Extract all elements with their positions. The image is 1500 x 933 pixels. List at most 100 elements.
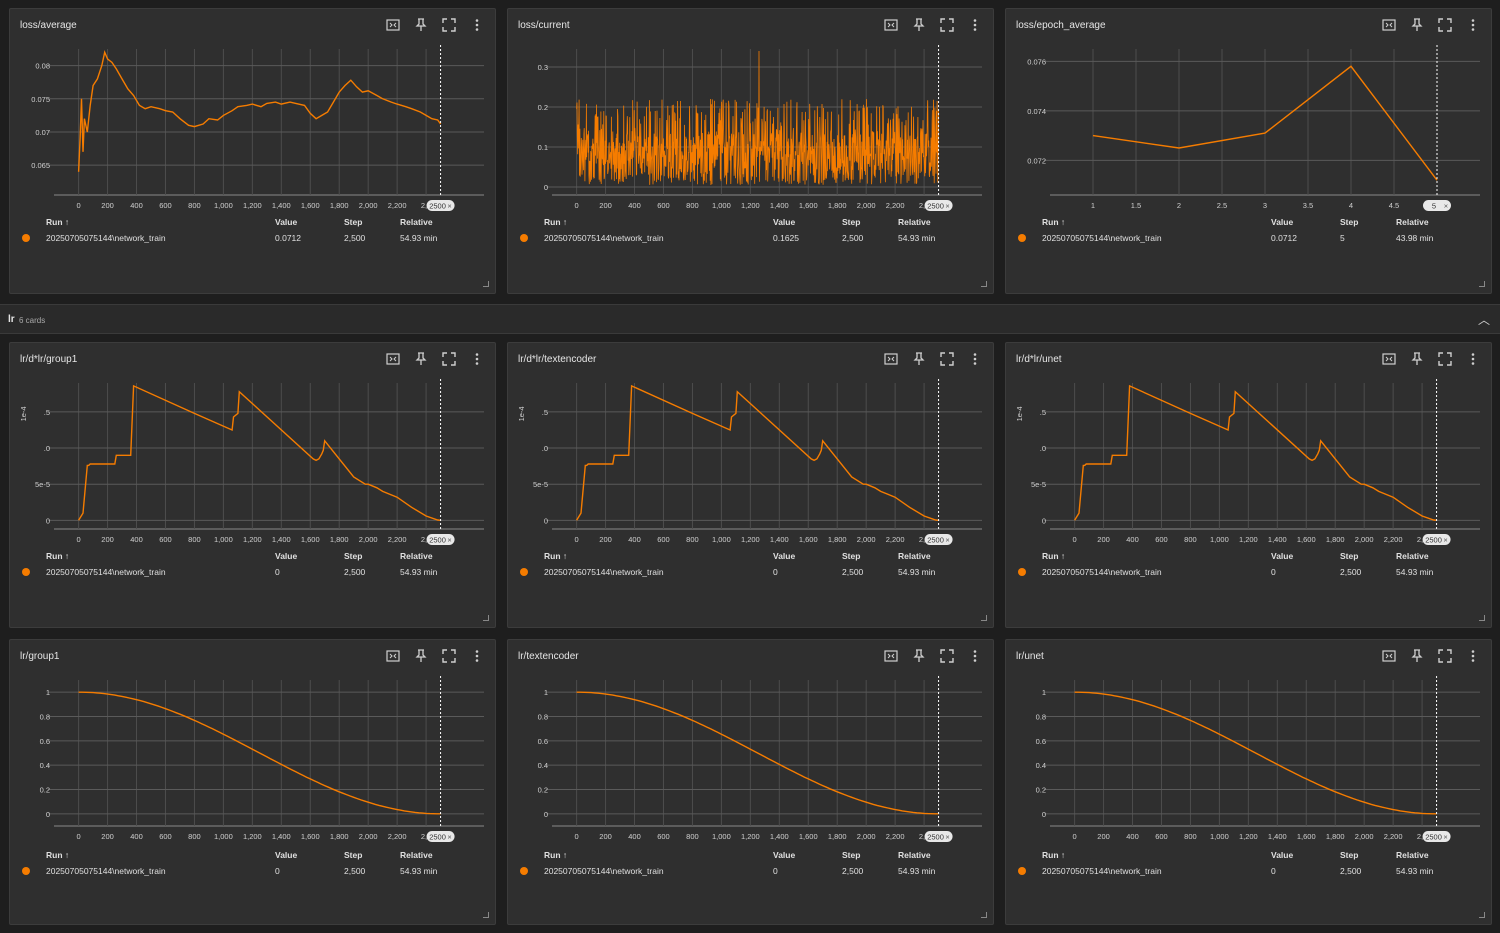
run-color-dot[interactable] — [22, 867, 30, 875]
resize-handle[interactable] — [483, 912, 489, 918]
chart-loss-average[interactable]: 0 200 400 600 800 1,000 1,200 1,400 1,600 1,800 2,… — [10, 39, 497, 219]
more-vert-icon[interactable] — [967, 351, 983, 367]
resize-handle[interactable] — [1479, 615, 1485, 621]
pin-icon[interactable] — [1409, 648, 1425, 664]
fullscreen-icon[interactable] — [1437, 351, 1453, 367]
chart-lr-group1[interactable]: 0 200 400 600 800 1,000 1,200 1,400 1,600 1,800 2,… — [10, 670, 497, 850]
col-value[interactable]: Value — [275, 551, 298, 561]
col-step[interactable]: Step — [1340, 217, 1359, 227]
col-run[interactable]: Run ↑ — [544, 850, 568, 860]
fullscreen-icon[interactable] — [1437, 648, 1453, 664]
col-step[interactable]: Step — [842, 217, 861, 227]
chart-lr-d-lr-textencoder[interactable]: 0 200 400 600 800 1,000 1,200 1,400 1,600 1,800 2,… — [508, 373, 995, 553]
col-run[interactable]: Run ↑ — [1042, 217, 1066, 227]
fullscreen-icon[interactable] — [441, 648, 457, 664]
more-vert-icon[interactable] — [469, 17, 485, 33]
more-vert-icon[interactable] — [1465, 648, 1481, 664]
resize-handle[interactable] — [981, 281, 987, 287]
more-vert-icon[interactable] — [967, 17, 983, 33]
col-step[interactable]: Step — [344, 217, 363, 227]
col-value[interactable]: Value — [773, 551, 796, 561]
col-value[interactable]: Value — [1271, 551, 1294, 561]
more-vert-icon[interactable] — [1465, 351, 1481, 367]
col-step[interactable]: Step — [344, 551, 363, 561]
run-color-dot[interactable] — [22, 234, 30, 242]
run-color-dot[interactable] — [520, 568, 528, 576]
col-step[interactable]: Step — [344, 850, 363, 860]
resize-handle[interactable] — [1479, 281, 1485, 287]
run-color-dot[interactable] — [1018, 867, 1026, 875]
col-step[interactable]: Step — [1340, 551, 1359, 561]
section-header-lr[interactable]: lr 6 cards ︿ — [0, 304, 1500, 334]
fullscreen-icon[interactable] — [1437, 17, 1453, 33]
col-relative[interactable]: Relative — [400, 850, 433, 860]
run-color-dot[interactable] — [1018, 568, 1026, 576]
col-value[interactable]: Value — [275, 850, 298, 860]
fullscreen-icon[interactable] — [939, 17, 955, 33]
pin-icon[interactable] — [911, 648, 927, 664]
col-value[interactable]: Value — [773, 850, 796, 860]
chart-lr-textencoder[interactable]: 0 200 400 600 800 1,000 1,200 1,400 1,600 1,800 2,… — [508, 670, 995, 850]
fullscreen-icon[interactable] — [939, 351, 955, 367]
col-value[interactable]: Value — [275, 217, 298, 227]
fit-domain-icon[interactable] — [385, 648, 401, 664]
fit-domain-icon[interactable] — [385, 17, 401, 33]
col-run[interactable]: Run ↑ — [46, 850, 70, 860]
resize-handle[interactable] — [981, 912, 987, 918]
more-vert-icon[interactable] — [469, 648, 485, 664]
pin-icon[interactable] — [1409, 351, 1425, 367]
fit-domain-icon[interactable] — [1381, 648, 1397, 664]
more-vert-icon[interactable] — [967, 648, 983, 664]
pin-icon[interactable] — [911, 17, 927, 33]
run-color-dot[interactable] — [520, 234, 528, 242]
chart-lr-d-lr-group1[interactable]: 0 200 400 600 800 1,000 1,200 1,400 1,600 1,800 2,… — [10, 373, 497, 553]
col-relative[interactable]: Relative — [898, 217, 931, 227]
col-relative[interactable]: Relative — [1396, 551, 1429, 561]
resize-handle[interactable] — [483, 615, 489, 621]
col-value[interactable]: Value — [1271, 850, 1294, 860]
pin-icon[interactable] — [413, 17, 429, 33]
run-color-dot[interactable] — [1018, 234, 1026, 242]
fit-domain-icon[interactable] — [385, 351, 401, 367]
fullscreen-icon[interactable] — [441, 17, 457, 33]
more-vert-icon[interactable] — [1465, 17, 1481, 33]
col-relative[interactable]: Relative — [898, 850, 931, 860]
col-run[interactable]: Run ↑ — [1042, 850, 1066, 860]
pin-icon[interactable] — [413, 648, 429, 664]
col-relative[interactable]: Relative — [1396, 217, 1429, 227]
pin-icon[interactable] — [911, 351, 927, 367]
chart-loss-current[interactable]: 0 200 400 600 800 1,000 1,200 1,400 1,600 1,800 2,… — [508, 39, 995, 219]
pin-icon[interactable] — [1409, 17, 1425, 33]
fit-domain-icon[interactable] — [883, 351, 899, 367]
resize-handle[interactable] — [1479, 912, 1485, 918]
col-relative[interactable]: Relative — [898, 551, 931, 561]
resize-handle[interactable] — [981, 615, 987, 621]
col-run[interactable]: Run ↑ — [46, 217, 70, 227]
col-relative[interactable]: Relative — [1396, 850, 1429, 860]
run-color-dot[interactable] — [520, 867, 528, 875]
fit-domain-icon[interactable] — [883, 648, 899, 664]
fullscreen-icon[interactable] — [939, 648, 955, 664]
fit-domain-icon[interactable] — [1381, 351, 1397, 367]
more-vert-icon[interactable] — [469, 351, 485, 367]
fit-domain-icon[interactable] — [1381, 17, 1397, 33]
col-run[interactable]: Run ↑ — [544, 551, 568, 561]
col-relative[interactable]: Relative — [400, 551, 433, 561]
chart-lr-d-lr-unet[interactable]: 0 200 400 600 800 1,000 1,200 1,400 1,600 1,800 2,… — [1006, 373, 1493, 553]
col-run[interactable]: Run ↑ — [46, 551, 70, 561]
col-step[interactable]: Step — [1340, 850, 1359, 860]
col-step[interactable]: Step — [842, 850, 861, 860]
col-run[interactable]: Run ↑ — [544, 217, 568, 227]
col-value[interactable]: Value — [773, 217, 796, 227]
chart-lr-unet[interactable]: 0 200 400 600 800 1,000 1,200 1,400 1,600 1,800 2,… — [1006, 670, 1493, 850]
col-step[interactable]: Step — [842, 551, 861, 561]
resize-handle[interactable] — [483, 281, 489, 287]
pin-icon[interactable] — [413, 351, 429, 367]
col-value[interactable]: Value — [1271, 217, 1294, 227]
col-relative[interactable]: Relative — [400, 217, 433, 227]
fit-domain-icon[interactable] — [883, 17, 899, 33]
run-color-dot[interactable] — [22, 568, 30, 576]
fullscreen-icon[interactable] — [441, 351, 457, 367]
collapse-chevron-icon[interactable]: ︿ — [1477, 313, 1490, 327]
